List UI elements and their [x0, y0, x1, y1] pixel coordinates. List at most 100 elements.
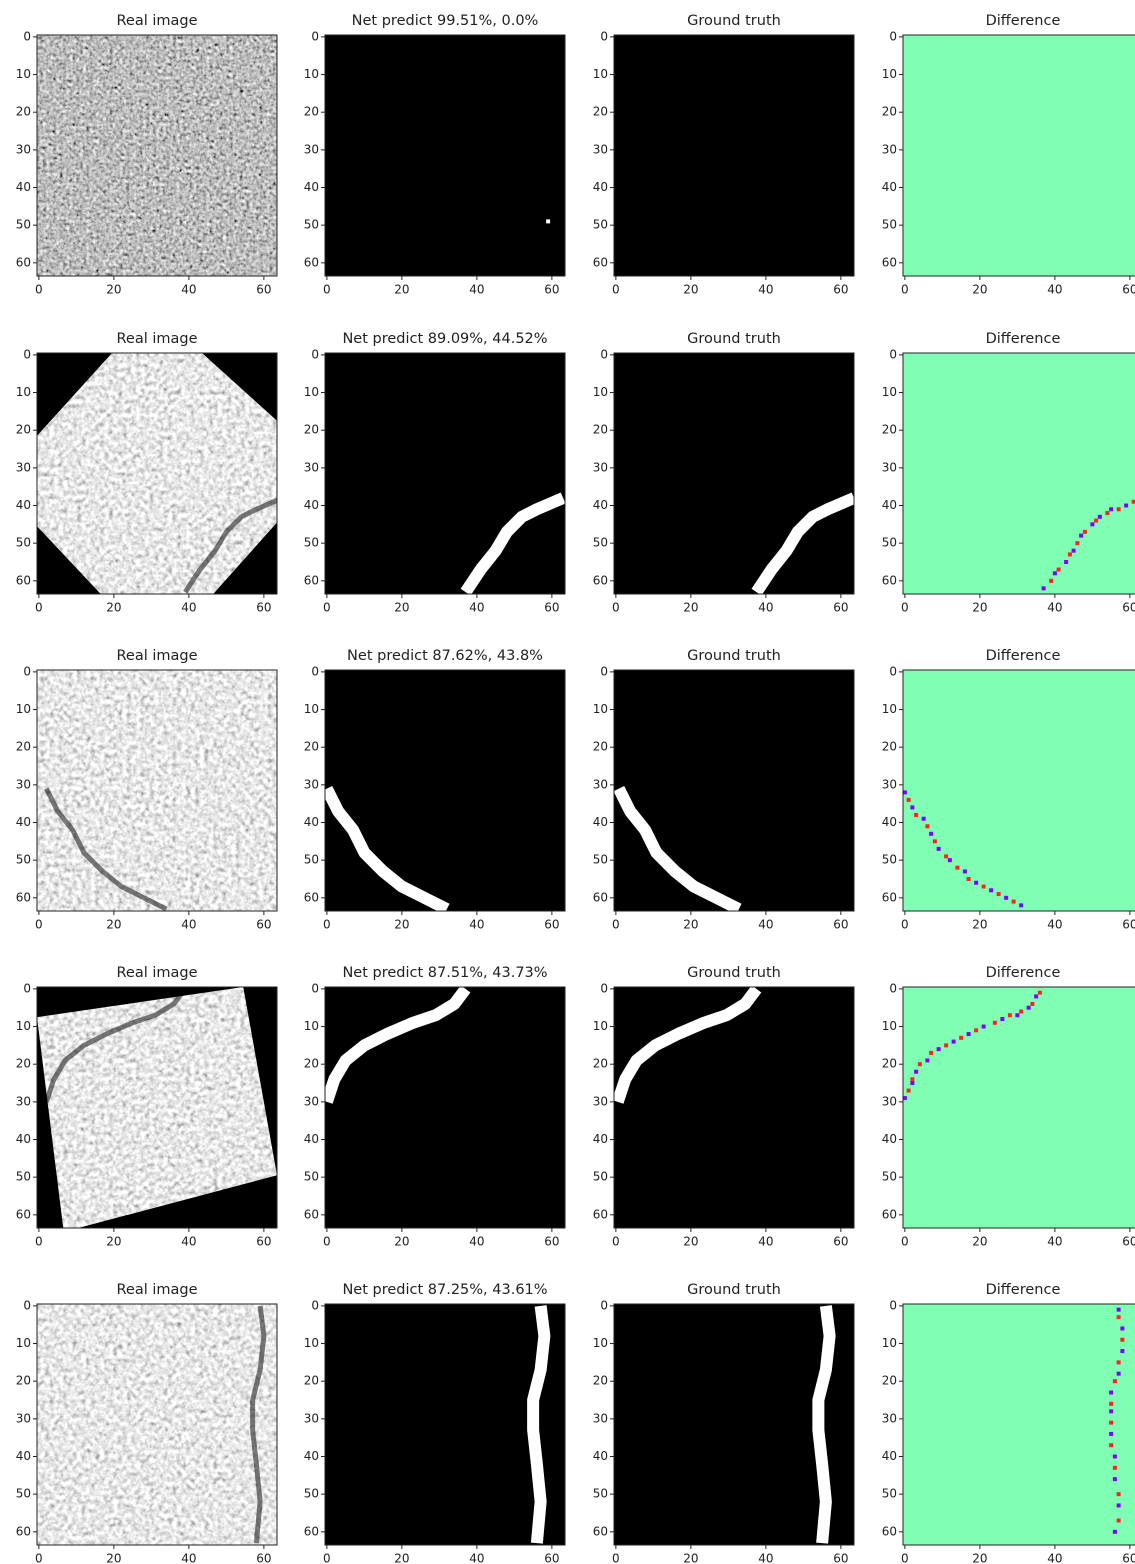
x-tick-label: 60 — [833, 1235, 848, 1249]
y-tick-label: 10 — [304, 1336, 319, 1350]
x-tick-label: 60 — [833, 918, 848, 932]
x-tick-label: 20 — [106, 1235, 121, 1249]
y-tick-label: 30 — [304, 1094, 319, 1108]
image — [903, 35, 1135, 276]
y-tick-label: 60 — [593, 573, 608, 587]
y-tick-label: 0 — [311, 664, 319, 678]
x-tick-label: 20 — [106, 1552, 121, 1564]
y-tick-label: 30 — [593, 142, 608, 156]
x-tick-label: 60 — [256, 283, 271, 297]
panel: Net predict 87.25%, 43.61%02040600102030… — [304, 1282, 565, 1564]
y-tick-label: 20 — [304, 740, 319, 754]
y-tick-label: 40 — [882, 180, 897, 194]
y-tick-label: 50 — [304, 536, 319, 550]
y-tick-label: 60 — [304, 1207, 319, 1221]
y-tick-label: 40 — [304, 180, 319, 194]
x-tick-label: 40 — [469, 918, 484, 932]
y-tick-label: 20 — [304, 423, 319, 437]
panel-title: Ground truth — [687, 331, 781, 347]
y-tick-label: 40 — [16, 180, 31, 194]
y-tick-label: 0 — [311, 981, 319, 995]
y-tick-label: 40 — [882, 498, 897, 512]
image — [325, 35, 565, 276]
y-tick-label: 40 — [593, 1449, 608, 1463]
x-tick-label: 20 — [683, 1235, 698, 1249]
x-tick-label: 40 — [758, 283, 773, 297]
y-tick-label: 60 — [16, 573, 31, 587]
y-tick-label: 0 — [600, 347, 608, 361]
y-tick-label: 50 — [882, 1487, 897, 1501]
y-tick-label: 60 — [16, 255, 31, 269]
panel: Real image02040600102030405060 — [16, 648, 277, 932]
x-tick-label: 20 — [972, 283, 987, 297]
panel-title: Difference — [986, 648, 1061, 664]
panel: Difference02040600102030405060 — [882, 965, 1135, 1249]
x-tick-label: 60 — [833, 283, 848, 297]
y-tick-label: 20 — [593, 1057, 608, 1071]
y-tick-label: 20 — [882, 105, 897, 119]
y-tick-label: 50 — [304, 1487, 319, 1501]
y-tick-label: 60 — [304, 573, 319, 587]
y-tick-label: 40 — [304, 1132, 319, 1146]
y-tick-label: 30 — [593, 777, 608, 791]
y-tick-label: 20 — [593, 105, 608, 119]
image — [614, 987, 854, 1228]
panel: Net predict 99.51%, 0.0%0204060010203040… — [304, 13, 565, 297]
y-tick-label: 50 — [16, 853, 31, 867]
x-tick-label: 0 — [323, 1552, 331, 1564]
panel-title: Ground truth — [687, 1282, 781, 1298]
y-tick-label: 60 — [593, 1207, 608, 1221]
x-tick-label: 40 — [1047, 1552, 1062, 1564]
x-tick-label: 60 — [544, 601, 559, 615]
image — [614, 670, 854, 911]
x-tick-label: 40 — [758, 1552, 773, 1564]
y-tick-label: 0 — [889, 347, 897, 361]
y-tick-label: 10 — [16, 702, 31, 716]
y-tick-label: 50 — [304, 1170, 319, 1184]
panel-title: Net predict 87.62%, 43.8% — [347, 648, 543, 664]
x-tick-label: 20 — [972, 601, 987, 615]
y-tick-label: 40 — [304, 1449, 319, 1463]
x-tick-label: 60 — [1122, 283, 1135, 297]
panel: Ground truth02040600102030405060 — [593, 13, 854, 297]
x-tick-label: 40 — [469, 1552, 484, 1564]
x-tick-label: 40 — [181, 1552, 196, 1564]
panel: Real image02040600102030405060 — [16, 1282, 277, 1564]
image — [325, 1304, 565, 1545]
y-tick-label: 20 — [593, 740, 608, 754]
image — [614, 35, 854, 276]
y-tick-label: 30 — [304, 777, 319, 791]
y-tick-label: 60 — [882, 890, 897, 904]
image — [37, 987, 277, 1228]
y-tick-label: 40 — [304, 815, 319, 829]
x-tick-label: 20 — [106, 283, 121, 297]
y-tick-label: 50 — [593, 853, 608, 867]
y-tick-label: 40 — [593, 180, 608, 194]
y-tick-label: 40 — [882, 815, 897, 829]
y-tick-label: 10 — [304, 67, 319, 81]
y-tick-label: 30 — [16, 460, 31, 474]
x-tick-label: 20 — [683, 918, 698, 932]
x-tick-label: 0 — [35, 1235, 43, 1249]
panel-title: Net predict 87.51%, 43.73% — [342, 965, 547, 981]
y-tick-label: 20 — [593, 1374, 608, 1388]
y-tick-label: 30 — [882, 1411, 897, 1425]
y-tick-label: 0 — [23, 981, 31, 995]
panel: Ground truth02040600102030405060 — [593, 331, 854, 615]
y-tick-label: 40 — [593, 1132, 608, 1146]
y-tick-label: 40 — [16, 1132, 31, 1146]
y-tick-label: 20 — [16, 1374, 31, 1388]
x-tick-label: 20 — [106, 601, 121, 615]
figure: Real image02040600102030405060Net predic… — [0, 0, 1135, 1564]
x-tick-label: 40 — [1047, 601, 1062, 615]
panel-title: Real image — [116, 331, 197, 347]
image — [614, 353, 854, 594]
y-tick-label: 60 — [304, 255, 319, 269]
y-tick-label: 50 — [882, 218, 897, 232]
y-tick-label: 20 — [304, 1057, 319, 1071]
x-tick-label: 40 — [1047, 283, 1062, 297]
x-tick-label: 0 — [901, 918, 909, 932]
y-tick-label: 0 — [311, 347, 319, 361]
